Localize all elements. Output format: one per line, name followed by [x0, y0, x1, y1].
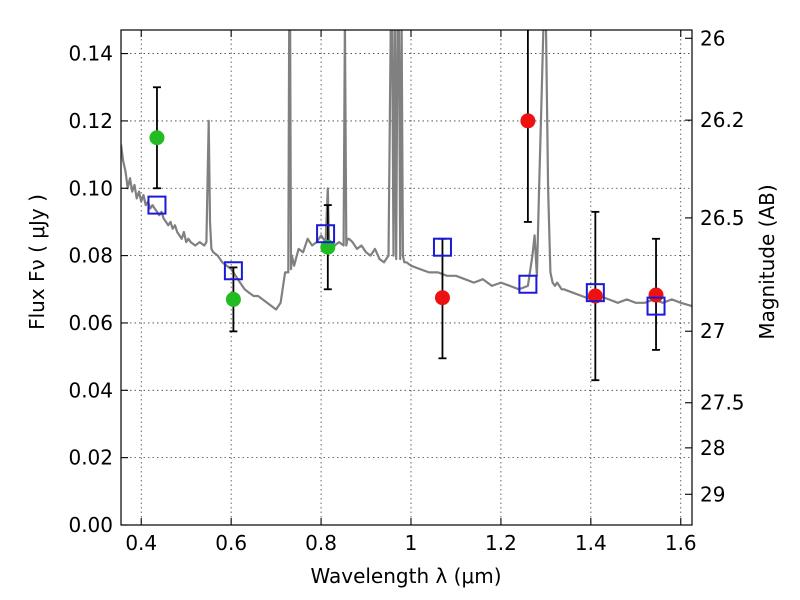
- x-tick-label: 0.8: [305, 531, 337, 555]
- right-tick-label: 28: [700, 436, 725, 460]
- x-tick-label: 1: [405, 531, 418, 555]
- red-point: [520, 113, 536, 129]
- tick-labels: 0.4 0.6 0.8 1 1.2 1.4 1.6 0.00 0.02 0.04 0.06 0.08 0…: [68, 26, 744, 555]
- y-tick-label: 0.06: [68, 311, 113, 335]
- plot-frame: [120, 29, 693, 526]
- model-square: [316, 224, 336, 244]
- grid: [121, 30, 692, 526]
- data-points: [147, 113, 666, 316]
- model-square: [223, 261, 243, 281]
- right-axis-label: Magnitude (AB): [755, 184, 779, 339]
- y-tick-label: 0.12: [68, 109, 113, 133]
- x-tick-label: 1.2: [485, 531, 517, 555]
- x-tick-label: 0.6: [215, 531, 247, 555]
- y-tick-label: 0.08: [68, 244, 113, 268]
- model-square: [147, 195, 167, 215]
- spectrum-line: [121, 30, 692, 311]
- y-tick-label: 0.14: [68, 42, 113, 66]
- right-tick-label: 29: [700, 482, 725, 506]
- y-tick-label: 0.02: [68, 446, 113, 470]
- right-tick-label: 26.2: [700, 108, 745, 132]
- model-square: [432, 237, 452, 257]
- model-square: [646, 296, 666, 316]
- green-point: [149, 130, 165, 146]
- y-tick-label: 0.10: [68, 176, 113, 200]
- y-tick-label: 0.04: [68, 378, 113, 402]
- right-tick-label: 27.5: [700, 391, 745, 415]
- y-tick-label: 0.00: [68, 513, 113, 537]
- model-square: [518, 274, 538, 294]
- axis-ticks: [121, 30, 692, 526]
- x-axis-label: Wavelength λ (μm): [310, 564, 501, 588]
- red-point: [434, 290, 450, 306]
- red-point: [587, 288, 603, 304]
- red-point: [648, 287, 664, 303]
- x-tick-label: 1.4: [575, 531, 607, 555]
- x-tick-label: 0.4: [125, 531, 157, 555]
- right-tick-label: 27: [700, 319, 725, 343]
- right-tick-label: 26: [700, 26, 725, 50]
- green-point: [225, 291, 241, 307]
- model-square: [585, 283, 605, 303]
- x-tick-label: 1.6: [665, 531, 697, 555]
- y-axis-label: Flux Fν ( μJy ): [25, 194, 49, 330]
- error-bars: [152, 30, 661, 382]
- right-tick-label: 26.5: [700, 206, 745, 230]
- green-point: [320, 239, 336, 255]
